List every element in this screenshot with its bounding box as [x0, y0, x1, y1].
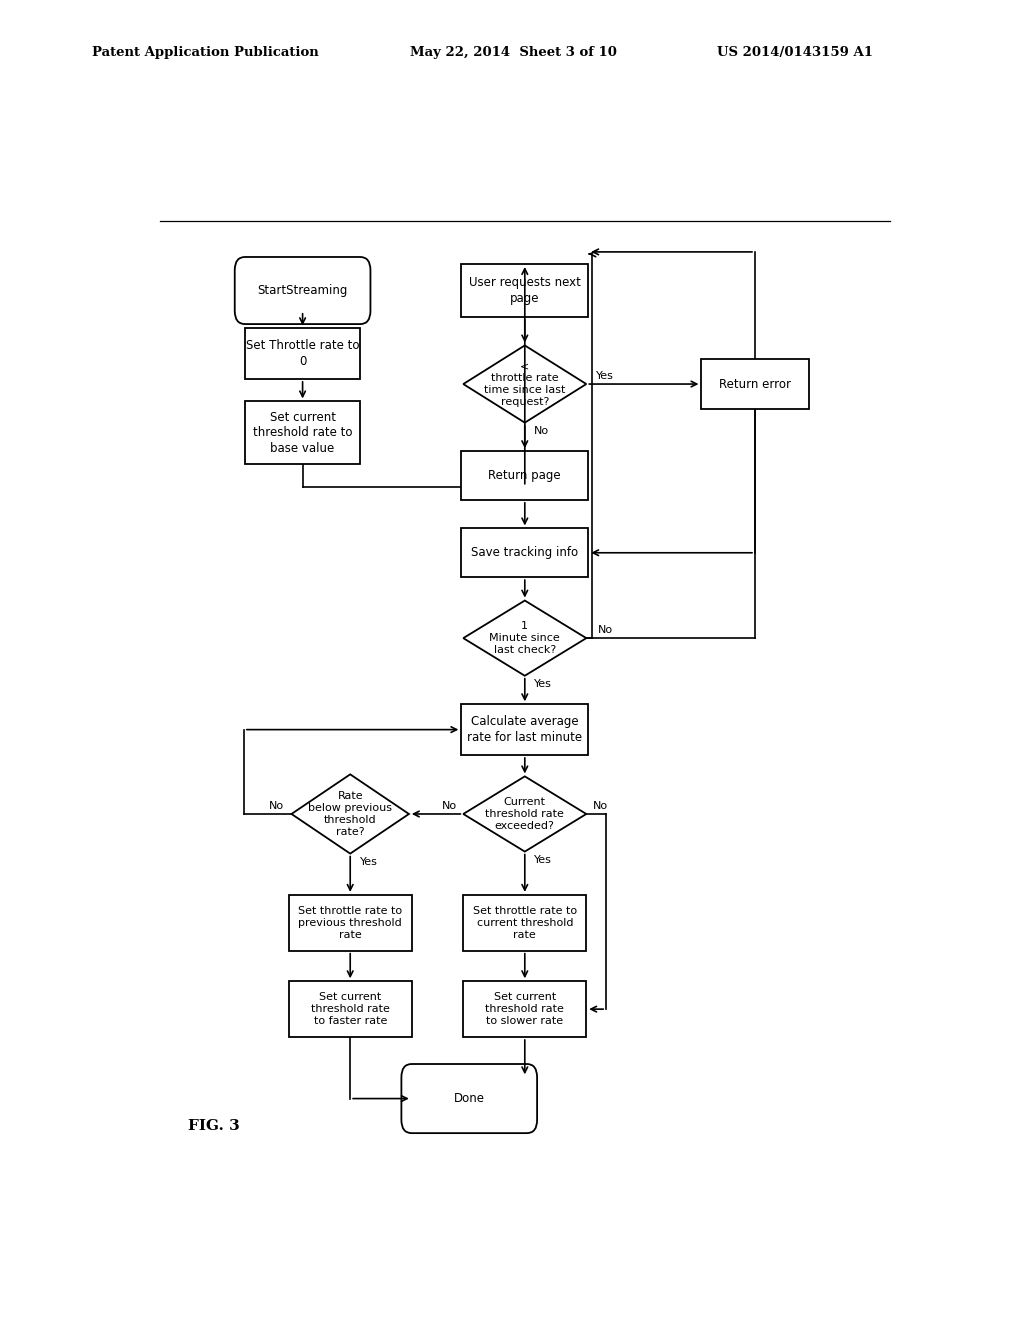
Text: Done: Done — [454, 1092, 484, 1105]
FancyBboxPatch shape — [461, 704, 588, 755]
Text: Return page: Return page — [488, 469, 561, 482]
Text: 1
Minute since
last check?: 1 Minute since last check? — [489, 622, 560, 655]
FancyBboxPatch shape — [463, 895, 587, 950]
FancyBboxPatch shape — [401, 1064, 538, 1133]
FancyBboxPatch shape — [701, 359, 809, 409]
Text: May 22, 2014  Sheet 3 of 10: May 22, 2014 Sheet 3 of 10 — [410, 46, 616, 59]
Text: StartStreaming: StartStreaming — [257, 284, 348, 297]
FancyBboxPatch shape — [289, 981, 412, 1038]
Text: No: No — [593, 801, 608, 810]
FancyBboxPatch shape — [234, 257, 371, 325]
Text: Save tracking info: Save tracking info — [471, 546, 579, 560]
FancyBboxPatch shape — [461, 451, 588, 500]
Text: Yes: Yes — [535, 855, 552, 865]
Text: Calculate average
rate for last minute: Calculate average rate for last minute — [467, 715, 583, 744]
FancyBboxPatch shape — [463, 981, 587, 1038]
Text: Set throttle rate to
previous threshold
rate: Set throttle rate to previous threshold … — [298, 906, 402, 940]
Text: Set current
threshold rate
to faster rate: Set current threshold rate to faster rat… — [310, 993, 390, 1026]
Text: No: No — [598, 624, 613, 635]
Text: User requests next
page: User requests next page — [469, 276, 581, 305]
FancyBboxPatch shape — [461, 528, 588, 577]
Polygon shape — [463, 776, 587, 851]
FancyBboxPatch shape — [461, 264, 588, 317]
Text: No: No — [268, 801, 284, 810]
Text: Current
threshold rate
exceeded?: Current threshold rate exceeded? — [485, 797, 564, 832]
Text: Yes: Yes — [535, 678, 552, 689]
Text: US 2014/0143159 A1: US 2014/0143159 A1 — [717, 46, 872, 59]
Text: Return error: Return error — [719, 378, 791, 391]
FancyBboxPatch shape — [289, 895, 412, 950]
Text: Patent Application Publication: Patent Application Publication — [92, 46, 318, 59]
Text: Set Throttle rate to
0: Set Throttle rate to 0 — [246, 339, 359, 368]
Polygon shape — [463, 601, 587, 676]
Text: Set current
threshold rate
to slower rate: Set current threshold rate to slower rat… — [485, 993, 564, 1026]
Text: No: No — [441, 801, 457, 810]
Text: FIG. 3: FIG. 3 — [187, 1119, 240, 1133]
Polygon shape — [463, 346, 587, 422]
Text: Set current
threshold rate to
base value: Set current threshold rate to base value — [253, 411, 352, 455]
Text: Rate
below previous
threshold
rate?: Rate below previous threshold rate? — [308, 791, 392, 837]
Text: Yes: Yes — [359, 857, 378, 867]
Text: No: No — [535, 426, 550, 436]
Text: <
throttle rate
time since last
request?: < throttle rate time since last request? — [484, 362, 565, 407]
Text: Yes: Yes — [596, 371, 613, 381]
FancyBboxPatch shape — [245, 401, 360, 465]
Polygon shape — [292, 775, 409, 854]
FancyBboxPatch shape — [245, 329, 360, 379]
Text: Set throttle rate to
current threshold
rate: Set throttle rate to current threshold r… — [473, 906, 577, 940]
